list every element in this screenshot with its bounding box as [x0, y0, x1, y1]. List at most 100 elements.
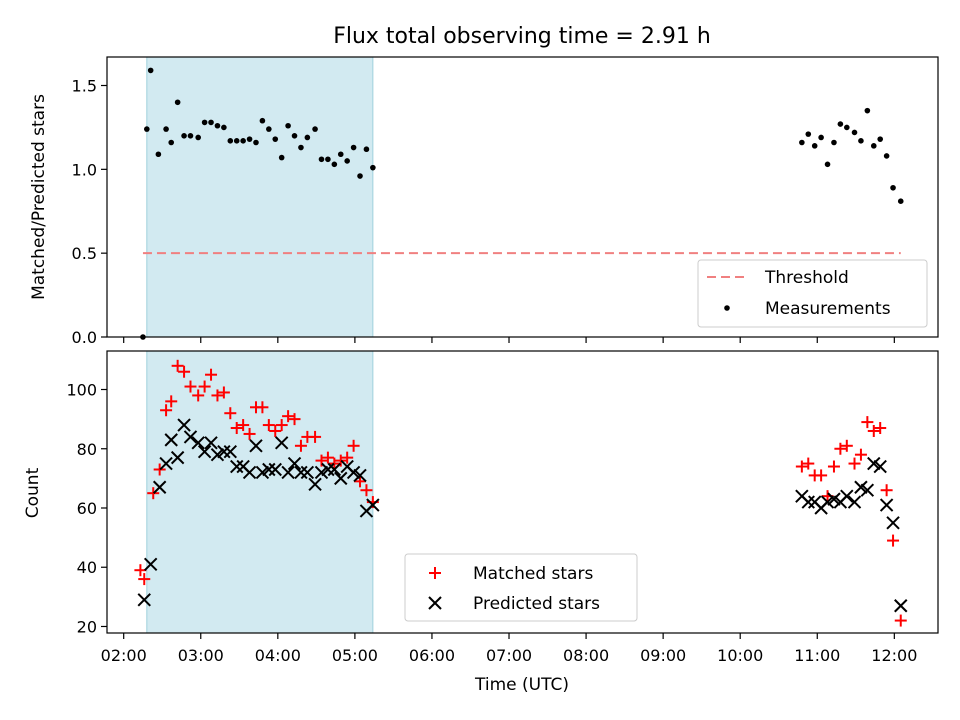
matched-star-point	[294, 439, 307, 452]
matched-star-point	[815, 469, 828, 482]
top-legend: Threshold Measurements	[697, 259, 928, 328]
matched-star-point	[848, 457, 861, 470]
predicted-star-point	[894, 599, 908, 613]
matched-star-point	[880, 484, 893, 497]
matched-star-point	[840, 439, 853, 452]
measurement-point	[233, 138, 240, 144]
bottom-x-tick-label: 06:00	[409, 646, 455, 665]
matched-star-point	[834, 442, 847, 455]
top-observing-window	[146, 56, 374, 338]
predicted-star-point	[242, 465, 257, 480]
x-stroke-b	[170, 450, 185, 465]
predicted-star-point	[249, 439, 263, 453]
bottom-y-tick-label: 40	[77, 558, 97, 577]
matched-star-point	[171, 359, 184, 372]
predicted-star-point	[183, 430, 198, 444]
matched-star-point	[874, 422, 887, 435]
measurement-point	[325, 156, 331, 163]
x-stroke-b	[204, 436, 218, 450]
matched-star-point	[269, 424, 282, 437]
measurement-point	[370, 164, 376, 171]
measurement-point	[291, 133, 298, 139]
top-plot-frame	[106, 56, 939, 338]
measurement-point	[344, 158, 350, 164]
measurement-point	[147, 67, 154, 74]
predicted-star-point	[191, 436, 205, 450]
x-stroke-b	[177, 418, 191, 432]
bottom-y-tick-label: 80	[77, 440, 97, 459]
measurement-point	[858, 138, 864, 144]
bottom-legend: Matched stars Predicted stars	[404, 553, 638, 622]
x-stroke-b	[847, 495, 862, 509]
measurement-point	[870, 143, 877, 149]
x-stroke-b	[854, 480, 868, 494]
bottom-x-axis-ticks: 02:00 03:00 04:00 05:00 06:00 07:00 08:00 09:00…	[101, 633, 917, 665]
x-stroke-b	[840, 489, 854, 503]
x-stroke-b	[223, 445, 238, 459]
predicted-star-point	[300, 465, 315, 480]
x-stroke-b	[327, 462, 342, 477]
matched-star-point	[328, 457, 341, 470]
x-stroke-b	[807, 495, 822, 509]
matched-star-point	[867, 424, 880, 437]
measurement-point	[266, 126, 272, 132]
matched-star-point	[894, 614, 907, 627]
top-x-axis-ticks	[123, 337, 895, 343]
measurement-point	[831, 139, 837, 146]
predicted-star-point	[204, 436, 218, 450]
bottom-x-tick-label: 05:00	[332, 646, 378, 665]
bottom-plot-frame	[106, 350, 939, 634]
measurement-point	[187, 133, 194, 139]
measurement-point	[350, 144, 357, 151]
matched-star-point	[341, 451, 354, 464]
predicted-star-point	[294, 465, 308, 480]
bottom-y-axis-ticks: 20 40 60 80 100	[66, 381, 107, 636]
predicted-star-point	[281, 465, 295, 480]
predicted-star-point	[170, 450, 185, 465]
measurement-point	[214, 122, 221, 129]
measurement-point	[227, 138, 234, 144]
measurement-point	[897, 198, 904, 204]
measurement-point	[799, 139, 805, 146]
measurement-point	[174, 99, 181, 106]
measurement-point	[805, 131, 812, 137]
predicted-star-point	[262, 462, 276, 477]
predicted-star-point	[879, 498, 894, 512]
x-stroke-b	[249, 439, 263, 453]
bottom-x-tick-label: 02:00	[101, 646, 147, 665]
matched-star-point	[854, 448, 867, 461]
matched-star-point	[795, 460, 808, 473]
predicted-star-point	[274, 436, 289, 450]
matched-star-point	[288, 413, 301, 426]
x-stroke-b	[795, 489, 809, 503]
matched-star-point	[147, 487, 160, 500]
x-stroke-b	[346, 465, 361, 480]
predicted-star-point	[287, 456, 302, 471]
top-legend-box	[697, 259, 928, 328]
measurement-point	[240, 138, 246, 144]
bottom-x-tick-label: 09:00	[640, 646, 686, 665]
x-stroke-b	[801, 495, 815, 509]
matched-star-point	[360, 484, 373, 497]
predicted-star-point	[217, 445, 231, 459]
x-stroke-b	[321, 462, 335, 477]
legend-matched-swatch	[429, 567, 441, 579]
predicted-star-point	[137, 593, 151, 607]
predicted-star-point	[847, 495, 862, 509]
measurement-point	[278, 154, 285, 161]
matched-star-point	[321, 451, 334, 464]
bottom-panel: 20 40 60 80 100 02:00 03:00 04:00 05:00 06:00 07:…	[23, 350, 939, 695]
x-stroke-b	[894, 599, 908, 613]
matched-star-point	[237, 419, 250, 432]
predicted-star-point	[197, 445, 212, 459]
measurement-point	[221, 124, 227, 131]
legend-predicted-swatch	[428, 596, 442, 610]
top-y-tick-label: 0.0	[72, 328, 97, 347]
measurement-point	[837, 121, 844, 127]
matched-star-point	[262, 419, 275, 432]
matched-star-point	[309, 430, 322, 443]
matched-star-point	[347, 439, 360, 452]
matched-star-point	[160, 404, 173, 417]
measurement-point	[818, 134, 824, 141]
matched-star-point	[178, 365, 191, 378]
